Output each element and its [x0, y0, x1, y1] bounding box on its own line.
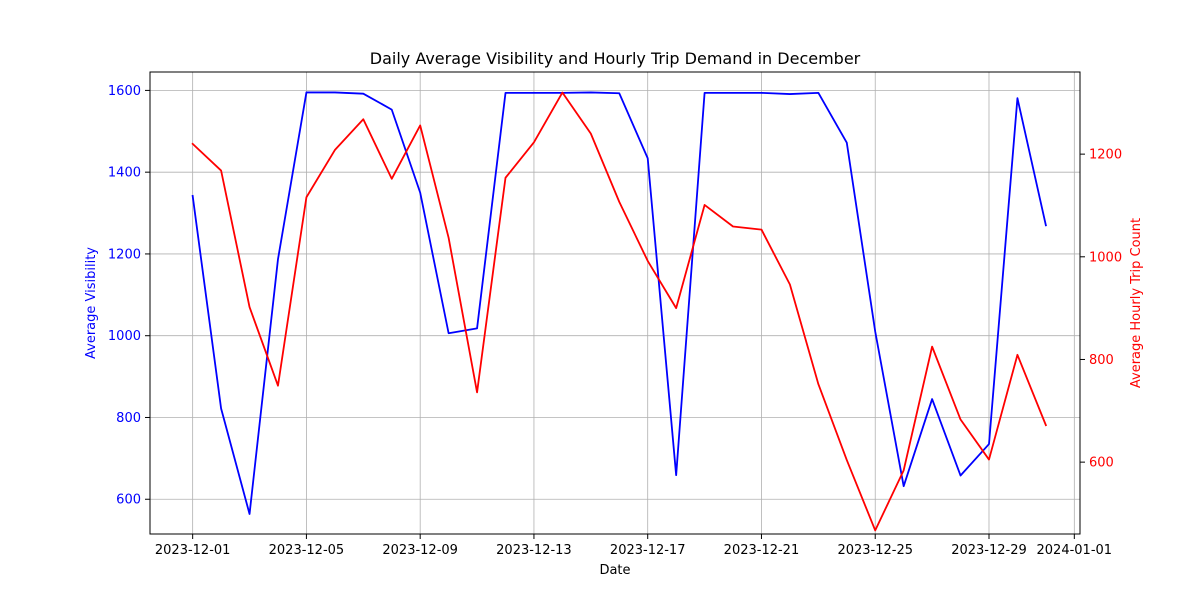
y-axis-left: 600 800 1000 1200 1400 1600: [108, 84, 150, 508]
y-left-tick-label: 800: [116, 411, 141, 426]
chart-title: Daily Average Visibility and Hourly Trip…: [370, 49, 861, 68]
x-tick-label: 2023-12-25: [837, 543, 913, 558]
y-axis-right-label: Average Hourly Trip Count: [1129, 218, 1144, 388]
x-tick-label: 2023-12-17: [610, 543, 686, 558]
y-left-tick-label: 600: [116, 493, 141, 508]
x-tick-label: 2023-12-29: [951, 543, 1027, 558]
series-line-trip-count: [191, 91, 1048, 532]
x-tick-label: 2023-12-05: [269, 543, 345, 558]
x-tick-label: 2023-12-21: [724, 543, 800, 558]
x-axis-label: Date: [599, 563, 630, 578]
y-left-tick-label: 1200: [108, 247, 141, 262]
y-axis-right: 600 800 1000 1200: [1080, 148, 1122, 471]
y-right-tick-label: 1200: [1089, 148, 1122, 163]
y-right-tick-label: 1000: [1089, 250, 1122, 265]
y-left-tick-label: 1000: [108, 329, 141, 344]
y-left-tick-label: 1600: [108, 84, 141, 99]
plot-frame: [149, 71, 1081, 535]
x-tick-label: 2023-12-13: [496, 543, 572, 558]
x-tick-label: 2023-12-09: [382, 543, 458, 558]
y-left-tick-label: 1400: [108, 166, 141, 181]
series-layer: [191, 91, 1048, 532]
x-tick-label: 2023-12-01: [155, 543, 231, 558]
y-axis-left-label: Average Visibility: [84, 247, 99, 359]
grid: [150, 72, 1080, 534]
series-line-visibility: [191, 91, 1047, 515]
x-axis: 2023-12-01 2023-12-05 2023-12-09 2023-12-13…: [155, 534, 1112, 558]
y-right-tick-label: 600: [1089, 456, 1114, 471]
x-tick-label: 2024-01-01: [1037, 543, 1113, 558]
y-right-tick-label: 800: [1089, 353, 1114, 368]
